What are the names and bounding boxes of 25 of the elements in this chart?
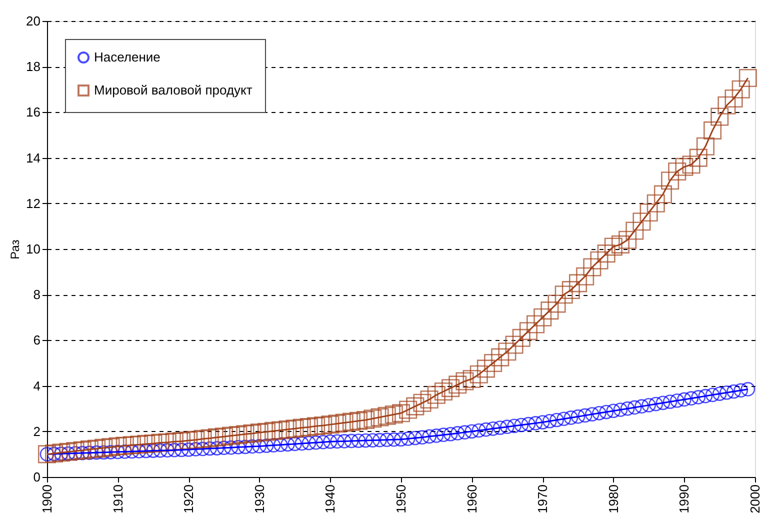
x-tick-label: 1940 xyxy=(322,484,338,514)
y-tick-label: 16 xyxy=(26,104,40,120)
y-tick-label: 20 xyxy=(26,14,40,28)
y-tick-label: 8 xyxy=(33,287,40,302)
legend-label: Население xyxy=(94,50,160,64)
y-tick-label: 10 xyxy=(26,242,40,256)
x-tick-label: 1930 xyxy=(252,484,267,514)
x-tick-label: 1910 xyxy=(110,484,126,514)
x-tick-label: 1970 xyxy=(535,484,550,514)
y-axis-title: Раз xyxy=(8,239,22,260)
x-tick-label: 1950 xyxy=(394,484,408,514)
y-tick-label: 4 xyxy=(33,378,40,394)
y-tick-label: 18 xyxy=(26,59,40,74)
legend-label: Мировой валовой продукт xyxy=(94,82,252,98)
x-tick-label: 1980 xyxy=(606,484,621,514)
y-tick-label: 0 xyxy=(33,470,40,484)
x-tick-label: 1920 xyxy=(181,484,196,514)
x-tick-label: 1990 xyxy=(676,484,692,514)
y-tick-label: 14 xyxy=(26,150,40,166)
x-tick-label: 1960 xyxy=(464,484,480,514)
x-tick-label: 2000 xyxy=(748,484,762,514)
y-tick-label: 6 xyxy=(33,332,40,348)
x-tick-label: 1900 xyxy=(40,484,54,514)
y-tick-label: 12 xyxy=(26,196,40,211)
y-tick-label: 2 xyxy=(33,424,40,439)
